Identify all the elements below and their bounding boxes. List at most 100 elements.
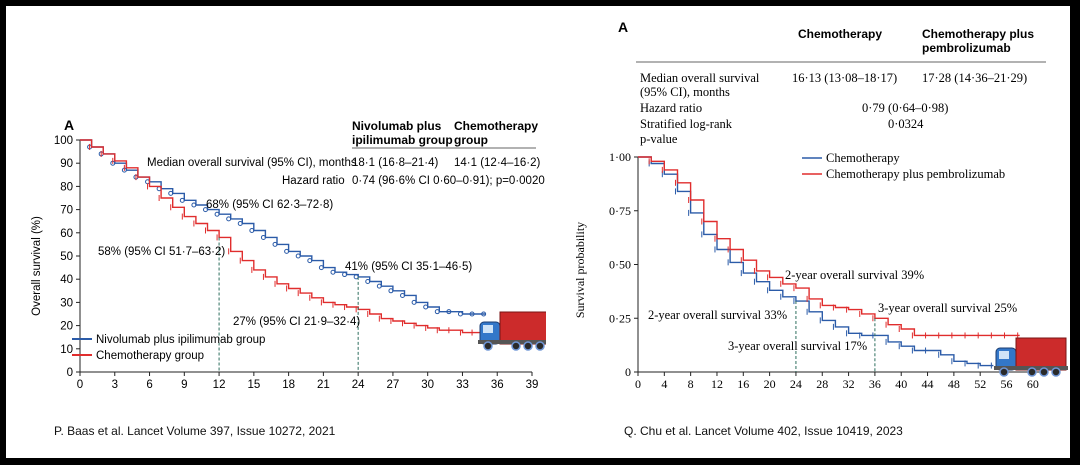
y-tick-label: 70 bbox=[60, 205, 73, 217]
x-tick-label: 27 bbox=[387, 379, 400, 391]
censor-mark bbox=[411, 299, 417, 305]
right-table-row2-label: Hazard ratio bbox=[640, 101, 702, 115]
y-tick-label: 0 bbox=[625, 365, 631, 379]
y-tick-label: 90 bbox=[60, 158, 73, 170]
series-line-2 bbox=[80, 139, 498, 338]
left-y-axis-title: Overall survival (%) bbox=[31, 216, 43, 316]
x-tick-label: 6 bbox=[146, 379, 152, 391]
censor-mark bbox=[226, 216, 232, 222]
right-table-row3-label-line2: p-value bbox=[640, 132, 678, 146]
censor-mark bbox=[284, 248, 290, 254]
right-table-row1-col2: 17·28 (14·36–21·29) bbox=[922, 71, 1027, 85]
left-table-row1-col1: 18·1 (16·8–21·4) bbox=[352, 157, 438, 169]
left-annotation-nivo-12: 68% (95% CI 62·3–72·8) bbox=[206, 199, 333, 211]
x-tick-label: 24 bbox=[352, 379, 365, 391]
x-tick-label: 15 bbox=[247, 379, 260, 391]
y-tick-label: 50 bbox=[60, 251, 73, 263]
right-table-row2-value: 0·79 (0·64–0·98) bbox=[862, 101, 948, 115]
censor-mark bbox=[423, 304, 429, 310]
x-tick-label: 16 bbox=[737, 377, 749, 391]
right-axes: 0 4 8 12 16 20 24 28 32 36 40 44 48 52 56 6000·250·500·… bbox=[609, 150, 1046, 391]
y-tick-label: 100 bbox=[54, 135, 73, 147]
left-survival-chart: A Nivolumab plus ipilimumab group Chemot… bbox=[31, 117, 546, 391]
censor-mark bbox=[365, 279, 371, 285]
x-tick-label: 36 bbox=[491, 379, 504, 391]
x-tick-label: 36 bbox=[869, 377, 881, 391]
censor-mark bbox=[214, 211, 220, 217]
x-tick-label: 52 bbox=[974, 377, 986, 391]
truck-icon bbox=[478, 311, 546, 351]
right-table-row3-label-line1: Stratified log-rank bbox=[640, 117, 733, 131]
censor-mark bbox=[237, 221, 243, 227]
x-tick-label: 3 bbox=[112, 379, 118, 391]
censor-mark bbox=[400, 292, 406, 298]
left-table-col2-header-line2: group bbox=[454, 133, 488, 147]
x-tick-label: 30 bbox=[421, 379, 434, 391]
x-tick-label: 12 bbox=[711, 377, 723, 391]
censor-mark bbox=[295, 253, 301, 259]
left-legend-label-chemo: Chemotherapy group bbox=[96, 350, 204, 362]
censor-mark bbox=[434, 309, 440, 315]
left-table-row1-col2: 14·1 (12·4–16·2) bbox=[454, 157, 540, 169]
y-tick-label: 0·75 bbox=[609, 204, 631, 218]
y-tick-label: 0·50 bbox=[609, 258, 631, 272]
right-series-lines bbox=[638, 156, 1020, 369]
x-tick-label: 0 bbox=[635, 377, 641, 391]
right-legend: Chemotherapy Chemotherapy plus pembroliz… bbox=[802, 151, 1005, 181]
censor-mark bbox=[168, 190, 174, 196]
right-legend-label-chemo: Chemotherapy bbox=[826, 151, 900, 165]
x-tick-label: 18 bbox=[282, 379, 295, 391]
x-tick-label: 32 bbox=[843, 377, 855, 391]
right-table-col2-header-line1: Chemotherapy plus bbox=[922, 27, 1034, 41]
censor-mark bbox=[249, 227, 255, 233]
right-annotation-pembro-3yr: 3-year overall survival 25% bbox=[878, 301, 1017, 315]
right-annotation-chemo-2yr: 2-year overall survival 33% bbox=[648, 308, 787, 322]
right-y-axis-title: Survival probability bbox=[573, 222, 587, 318]
x-tick-label: 8 bbox=[688, 377, 694, 391]
x-tick-label: 12 bbox=[213, 379, 226, 391]
left-panel-label: A bbox=[64, 117, 74, 133]
x-tick-label: 0 bbox=[77, 379, 83, 391]
truck-icon bbox=[994, 337, 1068, 377]
x-tick-label: 40 bbox=[895, 377, 907, 391]
y-tick-label: 10 bbox=[60, 344, 73, 356]
right-table-row1-label-line2: (95% CI), months bbox=[640, 85, 730, 99]
y-tick-label: 40 bbox=[60, 274, 73, 286]
left-axes: 0 3 6 9 12 15 18 21 24 27 30 33 36 390102030405060708… bbox=[54, 135, 539, 391]
right-legend-label-pembro: Chemotherapy plus pembrolizumab bbox=[826, 167, 1005, 181]
x-tick-label: 39 bbox=[526, 379, 539, 391]
x-tick-label: 28 bbox=[816, 377, 828, 391]
series-line-1 bbox=[638, 156, 994, 367]
censor-mark bbox=[260, 234, 266, 240]
y-tick-label: 60 bbox=[60, 228, 73, 240]
right-panel-label: A bbox=[618, 19, 628, 35]
right-annotation-chemo-3yr: 3-year overall survival 17% bbox=[728, 339, 867, 353]
left-table-row1-label: Median overall survival (95% CI), months bbox=[147, 157, 357, 169]
y-tick-label: 80 bbox=[60, 181, 73, 193]
right-table-row1-col1: 16·13 (13·08–18·17) bbox=[792, 71, 897, 85]
y-tick-label: 20 bbox=[60, 321, 73, 333]
left-table-col1-header-line2: ipilimumab group bbox=[352, 133, 453, 147]
left-table-col2-header-line1: Chemotherapy bbox=[454, 119, 538, 133]
x-tick-label: 44 bbox=[922, 377, 934, 391]
right-table-col2-header-line2: pembrolizumab bbox=[922, 41, 1011, 55]
censor-mark bbox=[446, 309, 452, 315]
x-tick-label: 21 bbox=[317, 379, 330, 391]
censor-mark bbox=[376, 283, 382, 289]
censor-mark bbox=[191, 202, 197, 208]
y-tick-label: 1·00 bbox=[609, 150, 631, 164]
left-legend-label-nivo: Nivolumab plus ipilimumab group bbox=[96, 334, 265, 346]
left-legend: Nivolumab plus ipilimumab group Chemothe… bbox=[72, 334, 265, 362]
left-table-row2-label: Hazard ratio bbox=[282, 175, 345, 187]
series-line-2 bbox=[638, 156, 1020, 337]
censor-mark bbox=[179, 197, 185, 203]
censor-mark bbox=[318, 265, 324, 271]
citation-left: P. Baas et al. Lancet Volume 397, Issue … bbox=[54, 424, 336, 438]
censor-mark bbox=[307, 258, 313, 264]
censor-mark bbox=[469, 311, 475, 317]
x-tick-label: 48 bbox=[948, 377, 960, 391]
x-tick-label: 9 bbox=[181, 379, 187, 391]
left-reference-lines bbox=[218, 237, 359, 372]
censor-mark bbox=[342, 272, 348, 278]
y-tick-label: 0·25 bbox=[609, 311, 631, 325]
